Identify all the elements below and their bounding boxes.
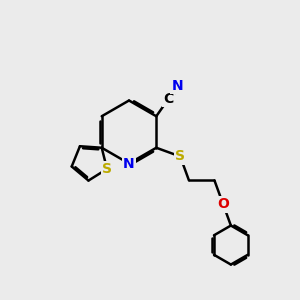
Text: S: S: [102, 162, 112, 176]
Text: N: N: [172, 79, 183, 93]
Text: S: S: [175, 149, 185, 164]
Text: N: N: [123, 157, 135, 170]
Text: O: O: [217, 197, 229, 212]
Text: C: C: [163, 92, 173, 106]
